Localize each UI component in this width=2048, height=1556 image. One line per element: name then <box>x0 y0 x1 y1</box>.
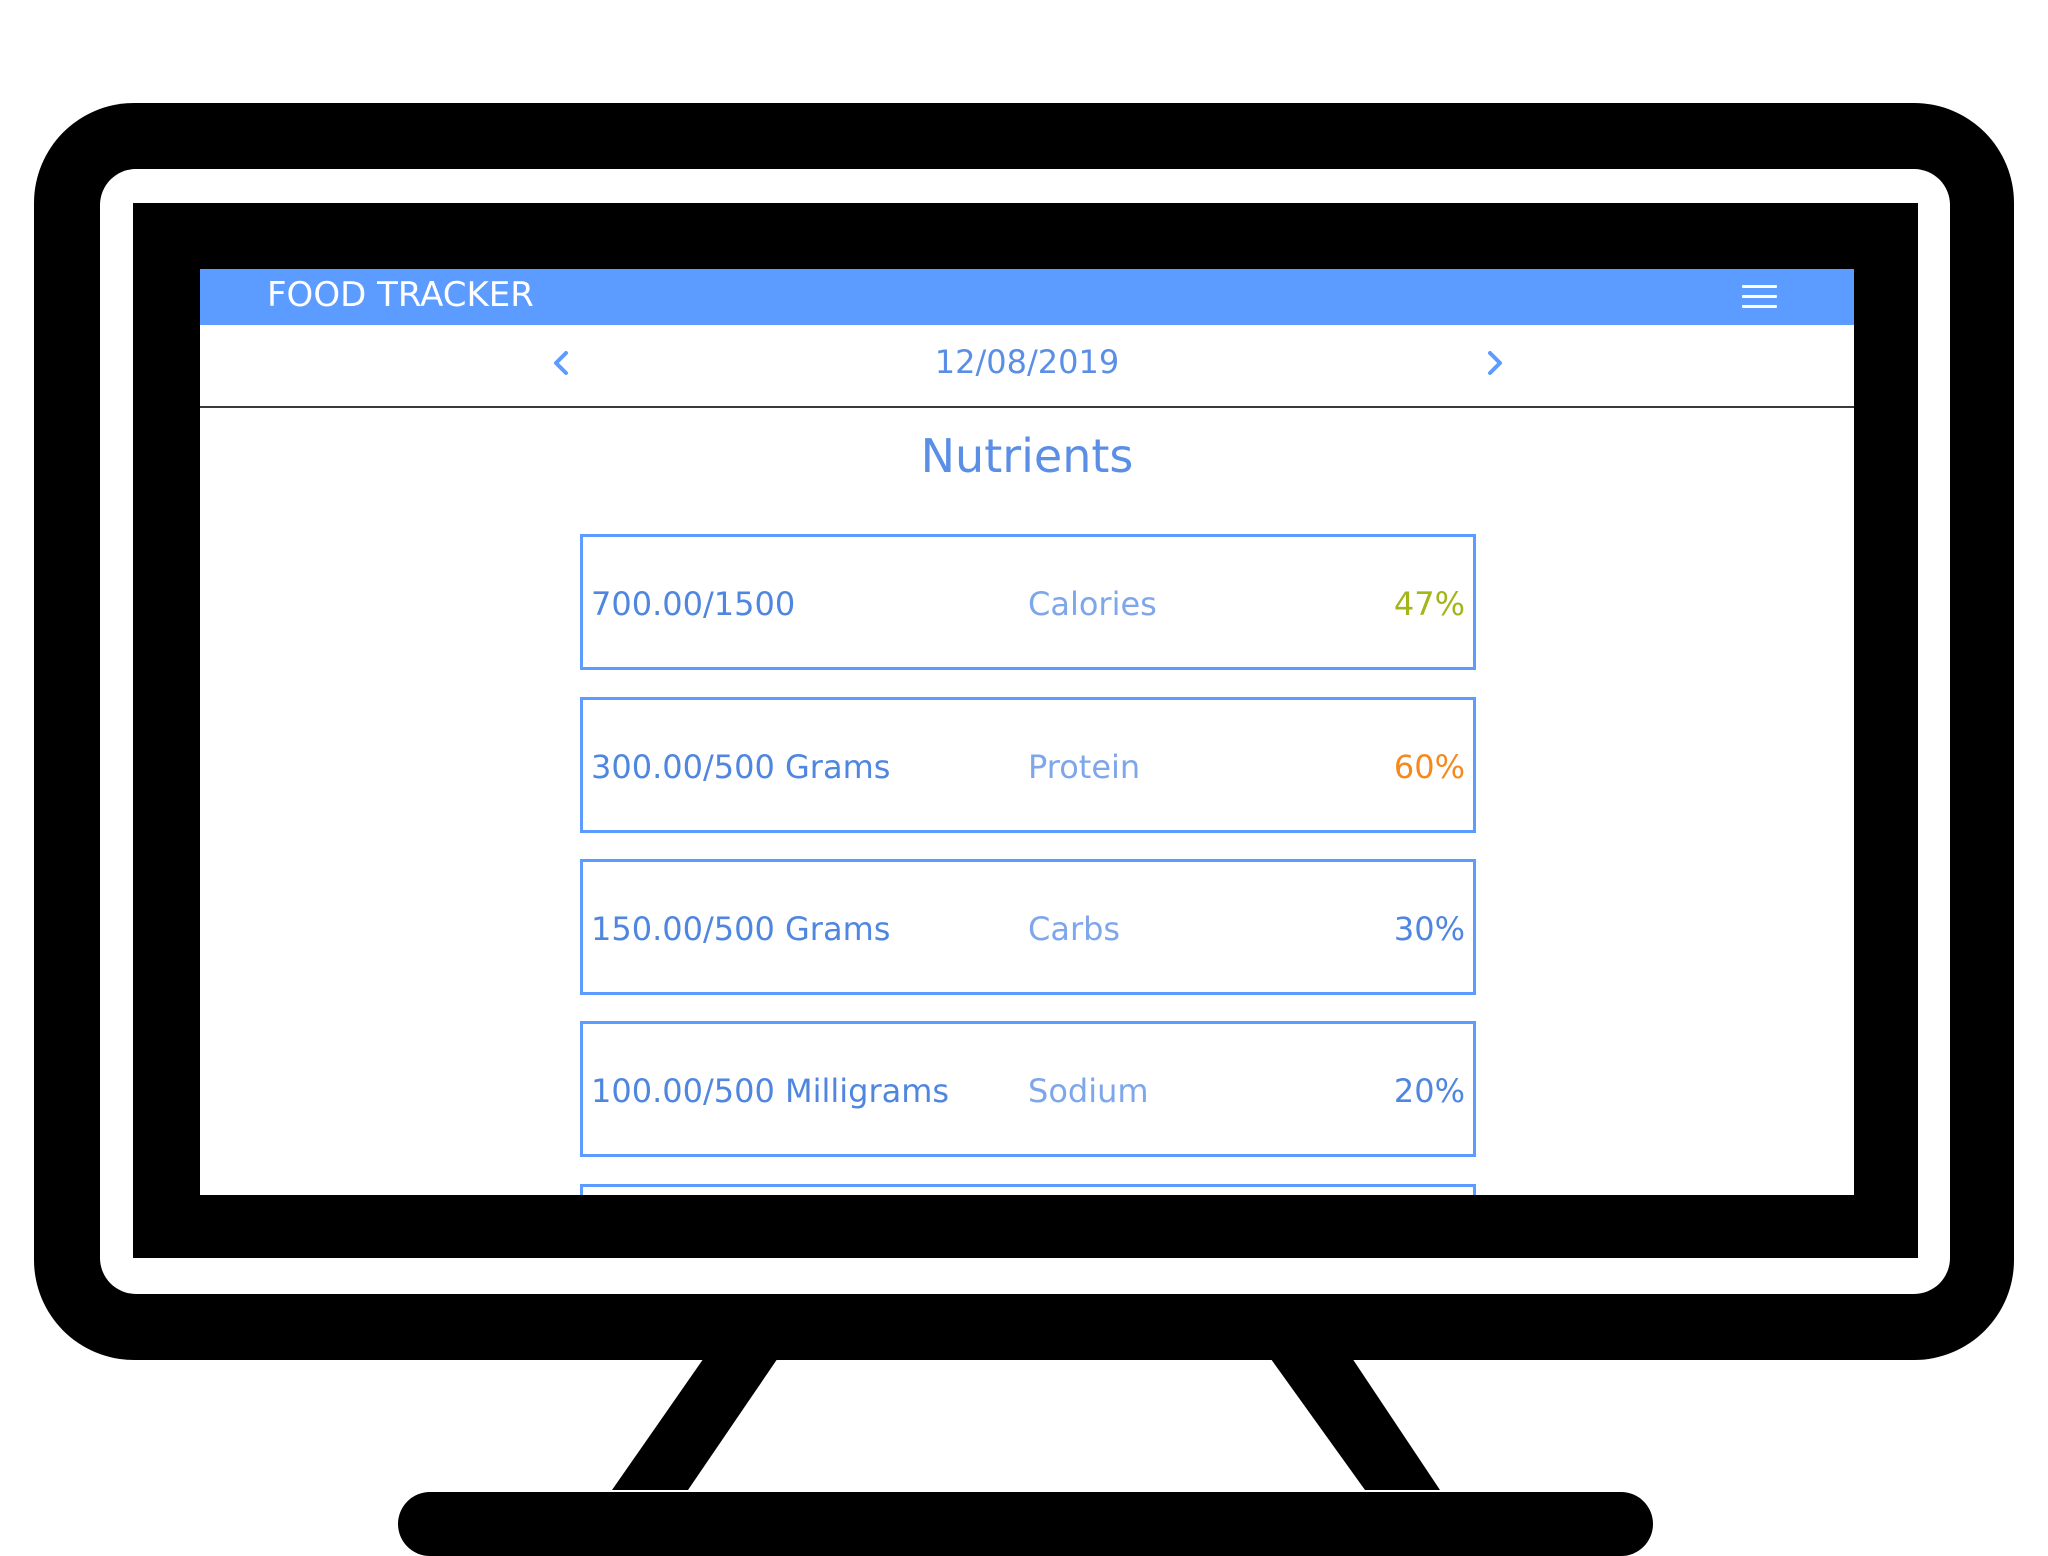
nutrient-amount: 300.00/500 Grams <box>591 748 891 786</box>
nutrient-name: Protein <box>1028 748 1141 786</box>
app-bar: FOOD TRACKER <box>200 269 1854 325</box>
date-navigation: 12/08/2019 <box>200 325 1854 408</box>
chevron-left-icon[interactable] <box>540 341 584 385</box>
nutrient-amount: 700.00/1500 <box>591 585 796 623</box>
nutrient-card-protein[interactable]: 300.00/500 Grams Protein 60% <box>580 697 1476 833</box>
nutrient-amount: 100.00/500 Milligrams <box>591 1072 950 1110</box>
chevron-right-icon[interactable] <box>1472 341 1516 385</box>
section-title: Nutrients <box>920 429 1134 483</box>
nutrient-amount: 150.00/500 Grams <box>591 910 891 948</box>
current-date: 12/08/2019 <box>934 343 1120 381</box>
nutrient-percent: 47% <box>1393 585 1465 623</box>
nutrient-card-calories[interactable]: 700.00/1500 Calories 47% <box>580 534 1476 670</box>
app-title: FOOD TRACKER <box>267 275 534 315</box>
nutrient-card-carbs[interactable]: 150.00/500 Grams Carbs 30% <box>580 859 1476 995</box>
nutrient-name: Calories <box>1028 585 1157 623</box>
nutrient-name: Carbs <box>1028 910 1121 948</box>
nutrient-name: Sodium <box>1028 1072 1149 1110</box>
app-screen: FOOD TRACKER 12/08/2019 Nutrients 700.00… <box>200 269 1854 1195</box>
nutrient-percent: 20% <box>1393 1072 1465 1110</box>
hamburger-menu-icon[interactable] <box>1734 277 1782 317</box>
nutrient-percent: 60% <box>1393 748 1465 786</box>
nutrient-card-partial[interactable] <box>580 1184 1476 1195</box>
nutrient-card-sodium[interactable]: 100.00/500 Milligrams Sodium 20% <box>580 1021 1476 1157</box>
nutrient-percent: 30% <box>1393 910 1465 948</box>
